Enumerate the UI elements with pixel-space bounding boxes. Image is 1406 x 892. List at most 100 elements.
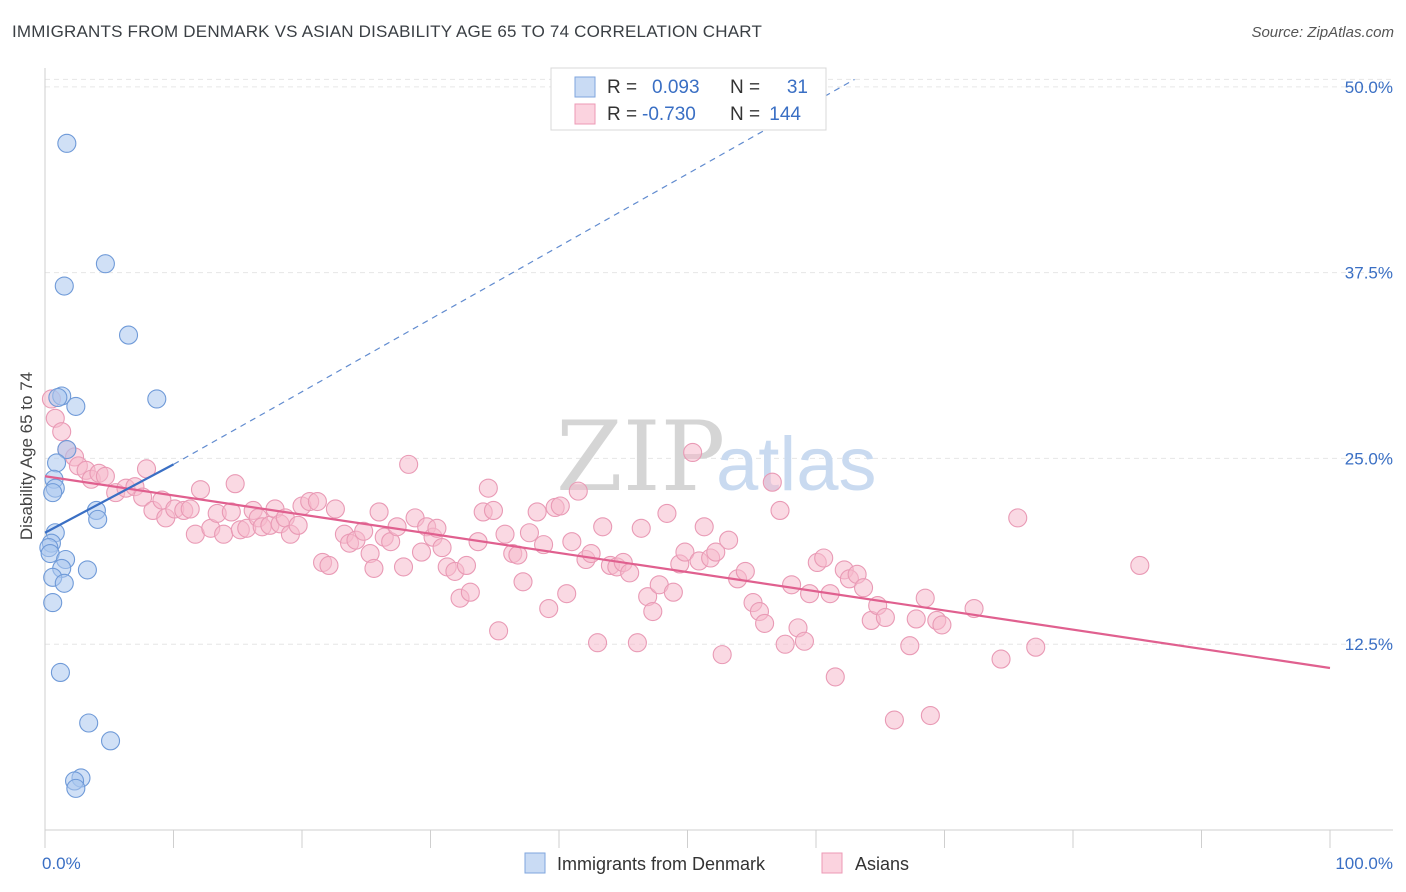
asians-point <box>399 454 419 474</box>
asians-point <box>900 636 920 656</box>
y-tick-label: 12.5% <box>1345 635 1393 654</box>
asians-point <box>325 499 345 519</box>
y-axis-title: Disability Age 65 to 74 <box>17 372 36 540</box>
asians-point <box>225 474 245 494</box>
asians-point <box>825 667 845 687</box>
asians-point <box>853 578 874 598</box>
asians-point <box>735 561 755 581</box>
asians-point <box>180 499 200 519</box>
asians-trend-line <box>44 475 1331 670</box>
bottom-legend-label-asians: Asians <box>855 854 909 874</box>
asians-point <box>683 442 703 463</box>
asians-point <box>95 466 115 486</box>
denmark-point <box>54 276 74 296</box>
asians-point <box>794 631 814 651</box>
axes <box>44 68 1393 848</box>
bottom-legend-swatch-asians <box>821 852 843 874</box>
asians-point <box>411 542 432 562</box>
asians-point <box>369 502 389 522</box>
tick-labels: 12.5% 25.0% 37.5% 50.0% 0.0% 100.0% <box>42 78 1393 873</box>
asians-point <box>694 517 714 537</box>
asians-point <box>581 544 601 564</box>
asians-point <box>906 609 926 629</box>
asians-point <box>354 521 374 541</box>
chart-title: IMMIGRANTS FROM DENMARK VS ASIAN DISABIL… <box>12 22 763 41</box>
denmark-point <box>47 453 67 473</box>
asians-point <box>782 575 802 595</box>
asians-point <box>814 548 834 568</box>
y-tick-label: 25.0% <box>1345 449 1393 468</box>
asians-point <box>706 542 726 562</box>
denmark-point <box>77 560 97 580</box>
denmark-point <box>100 731 121 751</box>
denmark-point <box>43 593 63 613</box>
asians-point <box>214 524 234 544</box>
denmark-point <box>48 387 68 408</box>
asians-point <box>1130 555 1150 575</box>
asians-point <box>964 598 984 619</box>
legend-r-label-1: R = <box>607 77 637 98</box>
asians-point <box>221 502 241 522</box>
asians-point <box>712 645 732 665</box>
legend-n-label-2: N = <box>730 104 760 125</box>
denmark-point <box>54 573 74 593</box>
denmark-point <box>57 439 77 460</box>
asians-point <box>627 633 647 653</box>
asians-point <box>593 517 613 537</box>
asians-point <box>657 503 677 523</box>
asians-point <box>587 633 608 653</box>
asians-point <box>483 500 504 521</box>
asians-point <box>800 584 820 604</box>
asians-point <box>770 500 790 521</box>
asians-point <box>307 491 327 512</box>
bottom-legend-swatch-denmark <box>524 852 546 874</box>
asians-point <box>527 502 547 522</box>
asians-point <box>364 558 384 578</box>
asians-point <box>432 538 452 558</box>
asians-point <box>427 518 447 538</box>
denmark-trend-extension <box>173 78 855 465</box>
asians-point <box>1026 637 1046 657</box>
asians-point <box>755 613 775 633</box>
legend-r-value-1: 0.093 <box>652 77 700 98</box>
asians-point <box>319 555 339 575</box>
asians-point <box>915 588 935 608</box>
asians-point <box>762 472 782 492</box>
stats-legend: R = 0.093 N = 31 R = -0.730 N = 144 <box>550 67 827 131</box>
x-tick-label-max: 100.0% <box>1335 854 1393 873</box>
series-legend: Immigrants from Denmark Asians <box>524 852 909 874</box>
asians-point <box>557 584 577 604</box>
asians-point <box>620 563 640 583</box>
y-tick-label: 50.0% <box>1345 78 1393 97</box>
legend-n-value-1: 31 <box>787 77 808 98</box>
legend-n-label-1: N = <box>730 77 760 98</box>
legend-r-label-2: R = <box>607 104 637 125</box>
asians-point <box>393 557 414 577</box>
asians-point <box>991 649 1011 669</box>
bottom-legend-label-denmark: Immigrants from Denmark <box>557 854 766 874</box>
watermark-atlas: atlas <box>716 422 877 507</box>
asians-point <box>190 480 211 500</box>
asians-point <box>719 530 739 550</box>
legend-n-value-2: 144 <box>769 104 801 125</box>
denmark-point <box>66 396 86 416</box>
legend-swatch-blue <box>574 76 596 98</box>
asians-point <box>456 555 477 575</box>
denmark-point <box>95 254 115 274</box>
denmark-point <box>147 389 167 409</box>
asians-point <box>539 598 559 619</box>
denmark-point <box>66 778 86 798</box>
denmark-point <box>79 713 99 733</box>
asians-point <box>495 524 515 544</box>
denmark-trend-line <box>44 463 175 534</box>
asians-point <box>920 706 940 726</box>
asians-point <box>932 615 952 635</box>
asians-point <box>663 582 683 602</box>
asians-point <box>478 478 498 498</box>
x-tick-label-min: 0.0% <box>42 854 81 873</box>
asians-point <box>513 572 533 592</box>
denmark-point <box>57 133 77 153</box>
asians-point <box>775 634 795 654</box>
denmark-point <box>50 662 70 683</box>
